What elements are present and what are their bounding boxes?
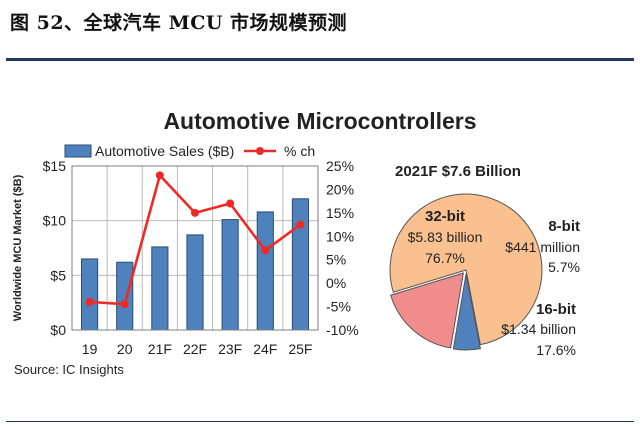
footer-rule — [6, 421, 634, 422]
bar-20 — [116, 261, 134, 331]
pie-title: 2021F $7.6 Billion — [395, 163, 521, 180]
pct-point-24F — [261, 246, 270, 255]
pie-slice-32-bit — [389, 193, 543, 346]
y-tick-label: $15 — [43, 158, 67, 174]
pie-label-16bit-name: 16-bit — [536, 301, 576, 318]
x-tick-label: 19 — [82, 341, 98, 357]
figure-caption: 图 52、全球汽车 MCU 市场规模预测 — [10, 12, 348, 34]
pie-slice-16-bit — [390, 272, 464, 349]
legend: Automotive Sales ($B) % ch — [64, 143, 315, 159]
plot-frame — [71, 165, 319, 331]
y-tick-label: $0 — [50, 322, 66, 338]
y2-tick-label: 15% — [326, 205, 354, 221]
x-tick-label: 24F — [253, 341, 277, 357]
y2-tick-label: -5% — [326, 299, 351, 315]
y2-tick-label: 0% — [326, 275, 346, 291]
bar-21F — [151, 246, 169, 331]
y2-tick-label: 5% — [326, 252, 346, 268]
pie-label-32bit-amount: $5.83 billion — [408, 229, 483, 245]
pie-label-8bit-name: 8-bit — [548, 218, 580, 235]
pct-point-19 — [85, 297, 94, 306]
x-tick-label: 23F — [218, 341, 242, 357]
line-series — [85, 171, 305, 309]
axes: $15 $10 $5 $0 25% 20% 15% 10% 5% 0% -5% -10% 19 20 21F… — [43, 158, 359, 357]
pie-label-32bit-percent: 76.7% — [425, 250, 465, 266]
x-tick-label: 20 — [117, 341, 133, 357]
pct-point-23F — [226, 199, 235, 208]
bar-19 — [80, 258, 99, 331]
x-tick-label: 21F — [148, 341, 172, 357]
bar-23F — [221, 219, 239, 331]
pie-chart — [389, 193, 543, 351]
bar-22F — [186, 234, 204, 331]
pct-point-21F — [155, 171, 164, 180]
pie-label-8bit-amount: $441 million — [505, 239, 580, 255]
bar-25F — [291, 198, 310, 331]
bar-series — [80, 198, 310, 331]
chart-title: Automotive Microcontrollers — [163, 108, 477, 134]
pie-label-32bit-name: 32-bit — [425, 208, 465, 225]
legend-bar-swatch — [64, 144, 92, 158]
y2-tick-label: 20% — [326, 181, 354, 197]
x-tick-label: 25F — [288, 341, 312, 357]
pie-slice-8-bit — [452, 273, 481, 351]
pct-point-25F — [296, 220, 305, 229]
legend-bar-label: Automotive Sales ($B) — [95, 143, 234, 159]
y2-tick-label: -10% — [326, 322, 359, 338]
pie-label-16bit-amount: $1.34 billion — [501, 321, 576, 337]
y-tick-label: $10 — [43, 213, 67, 229]
legend-line-label: % ch — [284, 143, 315, 159]
bar-24F — [256, 211, 274, 331]
source-note: Source: IC Insights — [14, 362, 124, 377]
legend-line-marker — [256, 147, 264, 155]
y-tick-label: $5 — [50, 267, 66, 283]
pie-label-8bit-percent: 5.7% — [548, 259, 580, 275]
y2-tick-label: 10% — [326, 228, 354, 244]
pie-labels: 32-bit $5.83 billion 76.7% 8-bit $441 mi… — [408, 208, 580, 358]
caption-rule — [6, 58, 634, 61]
pie-label-16bit-percent: 17.6% — [536, 342, 576, 358]
pct-point-22F — [191, 208, 199, 217]
x-tick-label: 22F — [183, 341, 207, 357]
y-axis-title: Worldwide MCU Market ($B) — [12, 174, 24, 321]
y2-tick-label: 25% — [326, 158, 354, 174]
pct-point-20 — [120, 300, 129, 309]
